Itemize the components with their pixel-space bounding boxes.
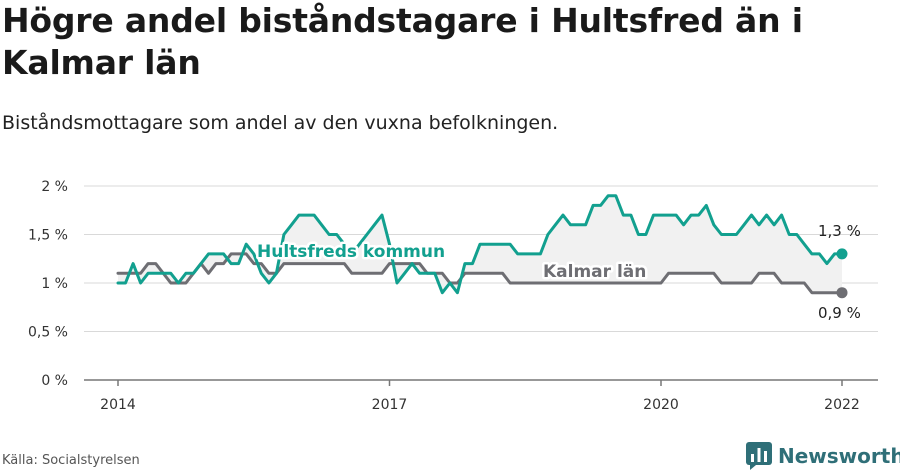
chart-title: Högre andel biståndstagare i Hultsfred ä… [2,1,803,82]
brand-logo: Newsworthy [746,442,900,470]
series-label-kalmar: Kalmar län [543,262,646,282]
brand-name: Newsworthy [778,444,900,468]
series-lines [116,194,848,299]
end-value-label-kalmar: 0,9 % [818,304,861,322]
chart-subtitle: Biståndsmottagare som andel av den vuxna… [2,112,559,134]
newsworthy-logo-icon [746,442,772,470]
series-label-hultsfred: Hultsfreds kommun [257,242,445,262]
series-labels: Hultsfreds kommun Kalmar län 1,3 % 0,9 % [255,222,861,322]
x-axis: 2014 2017 2020 2022 [84,379,878,413]
series-line-kalmar [116,252,844,295]
y-tick-label: 0 % [41,373,68,389]
series-line-hultsfred [116,194,844,295]
end-point-hultsfred [836,248,848,260]
end-value-label-hultsfred: 1,3 % [818,222,861,240]
end-point-kalmar [836,287,848,299]
y-tick-label: 1 % [41,276,68,292]
y-tick-label: 0,5 % [28,325,68,341]
y-tick-label: 2 % [41,179,68,195]
x-tick-label: 2014 [100,397,136,413]
x-tick-label: 2020 [643,397,679,413]
x-tick-label: 2022 [824,397,860,413]
x-tick-label: 2017 [372,397,408,413]
source-note: Källa: Socialstyrelsen [2,453,140,468]
y-tick-label: 1,5 % [28,228,68,244]
